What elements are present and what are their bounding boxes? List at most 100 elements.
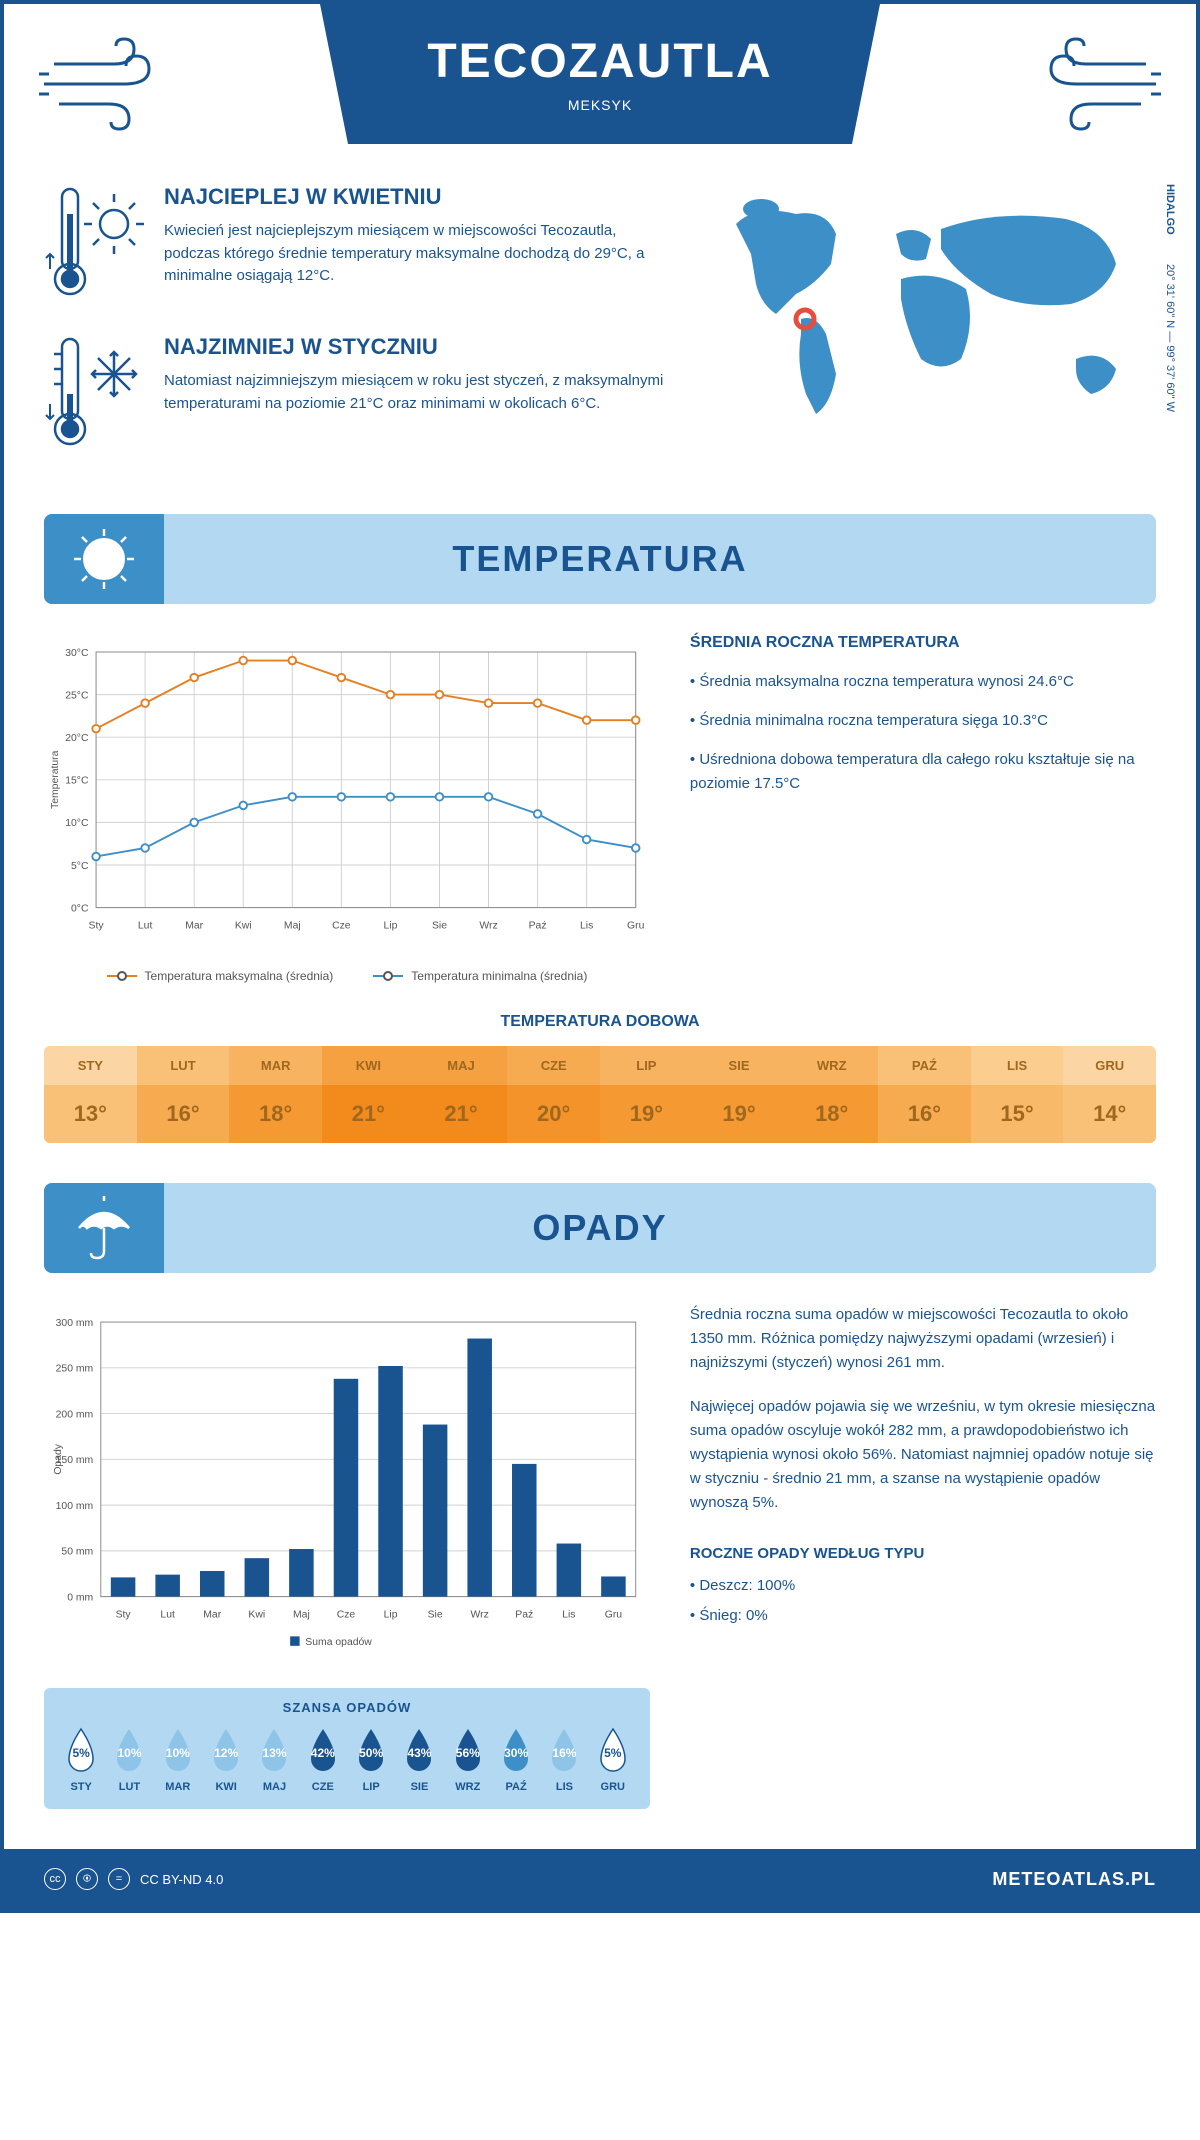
svg-text:Cze: Cze [332, 920, 351, 931]
daily-temp-column: LUT 16° [137, 1046, 230, 1143]
svg-text:Sie: Sie [428, 1609, 443, 1620]
svg-text:250 mm: 250 mm [56, 1364, 94, 1375]
precipitation-section-header: OPADY [44, 1183, 1156, 1273]
svg-text:200 mm: 200 mm [56, 1409, 94, 1420]
temp-stat-item: • Średnia minimalna roczna temperatura s… [690, 709, 1156, 733]
svg-text:Gru: Gru [627, 920, 645, 931]
svg-text:0 mm: 0 mm [67, 1592, 93, 1603]
daily-temp-column: LIS 15° [971, 1046, 1064, 1143]
daily-temp-column: GRU 14° [1063, 1046, 1156, 1143]
svg-text:Opady: Opady [53, 1443, 64, 1474]
daily-temp-column: SIE 19° [693, 1046, 786, 1143]
region-label: HIDALGO [1164, 184, 1176, 235]
temp-stats-title: ŚREDNIA ROCZNA TEMPERATURA [690, 634, 1156, 652]
precipitation-heading: OPADY [532, 1207, 667, 1249]
daily-temp-column: PAŹ 16° [878, 1046, 971, 1143]
daily-temp-column: CZE 20° [507, 1046, 600, 1143]
daily-temp-column: WRZ 18° [785, 1046, 878, 1143]
temp-stat-item: • Średnia maksymalna roczna temperatura … [690, 670, 1156, 694]
umbrella-icon [69, 1193, 139, 1263]
warmest-title: NAJCIEPLEJ W KWIETNIU [164, 184, 676, 210]
svg-text:Paź: Paź [515, 1609, 533, 1620]
svg-text:300 mm: 300 mm [56, 1318, 94, 1329]
svg-text:25°C: 25°C [65, 690, 89, 701]
svg-text:Lis: Lis [562, 1609, 575, 1620]
daily-temp-table: STY 13°LUT 16°MAR 18°KWI 21°MAJ 21°CZE 2… [44, 1046, 1156, 1143]
svg-text:Paź: Paź [529, 920, 547, 931]
svg-text:Sie: Sie [432, 920, 447, 931]
svg-text:30°C: 30°C [65, 648, 89, 659]
chance-item: 42% CZE [302, 1727, 344, 1793]
daily-temp-column: LIP 19° [600, 1046, 693, 1143]
title-banner: TECOZAUTLA MEKSYK [320, 4, 880, 144]
thermometer-hot-icon [44, 184, 144, 304]
cc-icon: cc [44, 1868, 66, 1890]
location-title: TECOZAUTLA [320, 34, 880, 89]
daily-temp-column: MAJ 21° [415, 1046, 508, 1143]
svg-text:50 mm: 50 mm [61, 1547, 93, 1558]
precip-type-item: • Śnieg: 0% [690, 1604, 1156, 1628]
svg-text:Lis: Lis [580, 920, 593, 931]
chance-item: 10% MAR [157, 1727, 199, 1793]
daily-temp-column: STY 13° [44, 1046, 137, 1143]
svg-text:10°C: 10°C [65, 818, 89, 829]
chance-item: 10% LUT [108, 1727, 150, 1793]
svg-text:Suma opadów: Suma opadów [305, 1637, 372, 1648]
daily-temp-column: KWI 21° [322, 1046, 415, 1143]
svg-text:Lip: Lip [384, 1609, 398, 1620]
precipitation-bar-chart: 0 mm50 mm100 mm150 mm200 mm250 mm300 mmO… [44, 1303, 650, 1663]
legend-min: Temperatura minimalna (średnia) [373, 969, 587, 983]
precip-type-item: • Deszcz: 100% [690, 1574, 1156, 1598]
svg-text:Kwi: Kwi [235, 920, 252, 931]
svg-text:Cze: Cze [337, 1609, 356, 1620]
wind-icon [34, 34, 174, 134]
svg-text:Lut: Lut [138, 920, 153, 931]
svg-text:15°C: 15°C [65, 776, 89, 787]
nd-icon: = [108, 1868, 130, 1890]
svg-text:20°C: 20°C [65, 733, 89, 744]
sun-icon [69, 524, 139, 594]
world-map [706, 184, 1156, 444]
temp-stat-item: • Uśredniona dobowa temperatura dla całe… [690, 748, 1156, 796]
license-text: CC BY-ND 4.0 [140, 1872, 223, 1887]
chance-item: 30% PAŹ [495, 1727, 537, 1793]
footer: cc 🅯 = CC BY-ND 4.0 METEOATLAS.PL [4, 1849, 1196, 1909]
svg-text:5°C: 5°C [71, 861, 89, 872]
chance-item: 43% SIE [398, 1727, 440, 1793]
chance-item: 12% KWI [205, 1727, 247, 1793]
coldest-text: Natomiast najzimniejszym miesiącem w rok… [164, 370, 676, 415]
svg-text:Mar: Mar [185, 920, 203, 931]
wind-icon [1026, 34, 1166, 134]
thermometer-cold-icon [44, 334, 144, 454]
svg-text:Sty: Sty [89, 920, 105, 931]
chance-item: 5% STY [60, 1727, 102, 1793]
precip-paragraph-1: Średnia roczna suma opadów w miejscowośc… [690, 1303, 1156, 1375]
chance-item: 5% GRU [592, 1727, 634, 1793]
precipitation-chance-box: SZANSA OPADÓW 5% STY 10% LUT 10% MAR 12% [44, 1688, 650, 1809]
location-country: MEKSYK [320, 97, 880, 113]
by-icon: 🅯 [76, 1868, 98, 1890]
chance-item: 56% WRZ [447, 1727, 489, 1793]
daily-temp-column: MAR 18° [229, 1046, 322, 1143]
svg-text:Maj: Maj [284, 920, 301, 931]
site-name: METEOATLAS.PL [992, 1869, 1156, 1890]
svg-text:100 mm: 100 mm [56, 1501, 94, 1512]
svg-text:Wrz: Wrz [479, 920, 497, 931]
coordinates: 20° 31' 60" N — 99° 37' 60" W [1164, 264, 1176, 412]
coldest-title: NAJZIMNIEJ W STYCZNIU [164, 334, 676, 360]
temperature-section-header: TEMPERATURA [44, 514, 1156, 604]
svg-text:Kwi: Kwi [248, 1609, 265, 1620]
svg-text:Lut: Lut [160, 1609, 175, 1620]
precip-paragraph-2: Najwięcej opadów pojawia się we wrześniu… [690, 1395, 1156, 1515]
warmest-text: Kwiecień jest najcieplejszym miesiącem w… [164, 220, 676, 288]
svg-text:Lip: Lip [383, 920, 397, 931]
legend-max: .legend-swatch::after{border-color:inher… [107, 969, 334, 983]
chance-title: SZANSA OPADÓW [60, 1700, 634, 1715]
svg-text:0°C: 0°C [71, 903, 89, 914]
chance-item: 13% MAJ [253, 1727, 295, 1793]
svg-text:Temperatura: Temperatura [50, 750, 61, 809]
precip-type-title: ROCZNE OPADY WEDŁUG TYPU [690, 1545, 1156, 1562]
svg-text:Mar: Mar [203, 1609, 221, 1620]
temperature-heading: TEMPERATURA [452, 538, 747, 580]
svg-text:Sty: Sty [116, 1609, 132, 1620]
